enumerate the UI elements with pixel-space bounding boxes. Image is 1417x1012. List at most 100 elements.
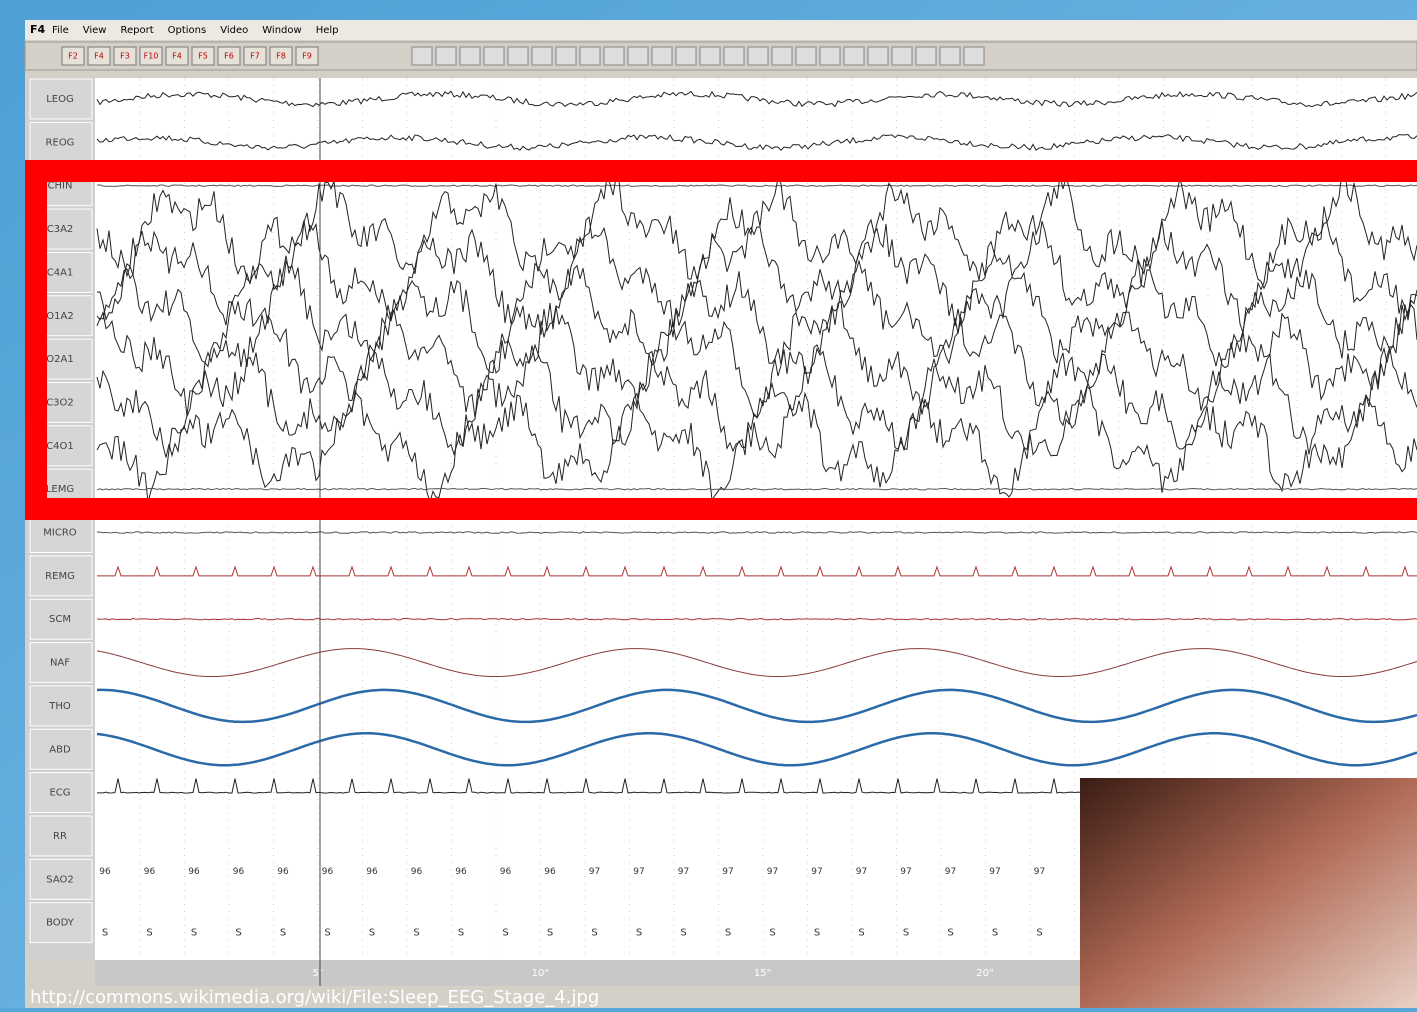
- time-mark: 15": [754, 968, 771, 979]
- channel-label: LEMG: [46, 484, 74, 495]
- channel-label: O2A1: [46, 354, 73, 365]
- channel-label: BODY: [46, 918, 75, 929]
- toolbar-key: F8: [276, 52, 286, 61]
- menu-item[interactable]: File: [52, 25, 69, 36]
- time-mark: 10": [532, 968, 549, 979]
- toolbar-slot[interactable]: [964, 47, 984, 65]
- sao2-value: 96: [277, 867, 289, 877]
- toolbar-slot[interactable]: [844, 47, 864, 65]
- sao2-value: 96: [233, 867, 245, 877]
- channel-label: C4A1: [47, 267, 74, 278]
- menu-item[interactable]: Window: [262, 25, 301, 36]
- sao2-value: 96: [411, 867, 423, 877]
- channel-label: C4O1: [46, 441, 74, 452]
- toolbar-slot[interactable]: [724, 47, 744, 65]
- toolbar-slot[interactable]: [940, 47, 960, 65]
- body-position: S: [502, 928, 508, 939]
- toolbar-slot[interactable]: [700, 47, 720, 65]
- body-position: S: [636, 928, 642, 939]
- toolbar-key: F4: [172, 52, 182, 61]
- toolbar-slot[interactable]: [412, 47, 432, 65]
- toolbar-slot[interactable]: [676, 47, 696, 65]
- channel-label: MICRO: [43, 528, 77, 539]
- body-position: S: [814, 928, 820, 939]
- toolbar-slot[interactable]: [892, 47, 912, 65]
- body-position: S: [1036, 928, 1042, 939]
- toolbar-slot[interactable]: [628, 47, 648, 65]
- sao2-value: 97: [945, 867, 956, 877]
- channel-label: C3O2: [46, 397, 74, 408]
- sleeper-photo: [1080, 778, 1417, 1008]
- toolbar-key: F6: [224, 52, 234, 61]
- body-position: S: [858, 928, 864, 939]
- toolbar-key: F10: [144, 52, 159, 61]
- channel-label: ABD: [49, 744, 71, 755]
- body-position: S: [591, 928, 597, 939]
- toolbar-slot[interactable]: [748, 47, 768, 65]
- toolbar-slot[interactable]: [436, 47, 456, 65]
- toolbar-slot[interactable]: [604, 47, 624, 65]
- toolbar-slot[interactable]: [508, 47, 528, 65]
- toolbar-slot[interactable]: [796, 47, 816, 65]
- source-url: http://commons.wikimedia.org/wiki/File:S…: [30, 987, 599, 1008]
- sao2-value: 97: [811, 867, 822, 877]
- sao2-value: 96: [144, 867, 156, 877]
- toolbar-slot[interactable]: [820, 47, 840, 65]
- channel-label: REMG: [45, 571, 75, 582]
- channel-label: THO: [48, 701, 71, 712]
- body-position: S: [146, 928, 152, 939]
- body-position: S: [725, 928, 731, 939]
- body-position: S: [280, 928, 286, 939]
- toolbar-key: F4: [94, 52, 104, 61]
- toolbar-slot[interactable]: [460, 47, 480, 65]
- sao2-value: 96: [500, 867, 512, 877]
- menu-item[interactable]: Video: [220, 25, 248, 36]
- body-position: S: [102, 928, 108, 939]
- toolbar-key: F5: [198, 52, 208, 61]
- menu-item[interactable]: Report: [120, 25, 153, 36]
- menu-item[interactable]: Options: [168, 25, 207, 36]
- toolbar-slot[interactable]: [580, 47, 600, 65]
- sao2-value: 96: [188, 867, 200, 877]
- sao2-value: 97: [722, 867, 733, 877]
- channel-label: C3A2: [47, 224, 74, 235]
- sao2-value: 97: [989, 867, 1000, 877]
- toolbar-key: F2: [68, 52, 78, 61]
- menu-item[interactable]: Help: [316, 25, 339, 36]
- sao2-value: 96: [99, 867, 111, 877]
- toolbar-slot[interactable]: [532, 47, 552, 65]
- sao2-value: 97: [678, 867, 689, 877]
- toolbar-key: F7: [250, 52, 260, 61]
- body-position: S: [458, 928, 464, 939]
- toolbar-slot[interactable]: [868, 47, 888, 65]
- toolbar-slot[interactable]: [484, 47, 504, 65]
- channel-label: SAO2: [46, 874, 73, 885]
- page: F4 File View Report Options Video Window Help F2…: [0, 0, 1417, 1008]
- body-position: S: [769, 928, 775, 939]
- menu-item[interactable]: View: [83, 25, 107, 36]
- toolbar-key: F3: [120, 52, 130, 61]
- toolbar-key: F9: [302, 52, 312, 61]
- sao2-value: 97: [1034, 867, 1045, 877]
- screen: F4 File View Report Options Video Window Help F2…: [0, 0, 1417, 1008]
- body-position: S: [191, 928, 197, 939]
- channel-label: REOG: [46, 137, 75, 148]
- sao2-value: 96: [322, 867, 334, 877]
- toolbar-slot[interactable]: [772, 47, 792, 65]
- channel-label: LEOG: [46, 94, 74, 105]
- sao2-value: 97: [589, 867, 600, 877]
- body-position: S: [992, 928, 998, 939]
- sao2-value: 97: [856, 867, 867, 877]
- sao2-value: 97: [633, 867, 644, 877]
- time-mark: 5": [313, 968, 324, 979]
- toolbar-slot[interactable]: [652, 47, 672, 65]
- channel-label: CHIN: [48, 181, 73, 192]
- channel-label: RR: [53, 831, 67, 842]
- toolbar-slot[interactable]: [916, 47, 936, 65]
- body-position: S: [947, 928, 953, 939]
- menu-item[interactable]: F4: [30, 23, 46, 36]
- body-position: S: [680, 928, 686, 939]
- channel-label: O1A2: [46, 311, 73, 322]
- toolbar-slot[interactable]: [556, 47, 576, 65]
- body-position: S: [324, 928, 330, 939]
